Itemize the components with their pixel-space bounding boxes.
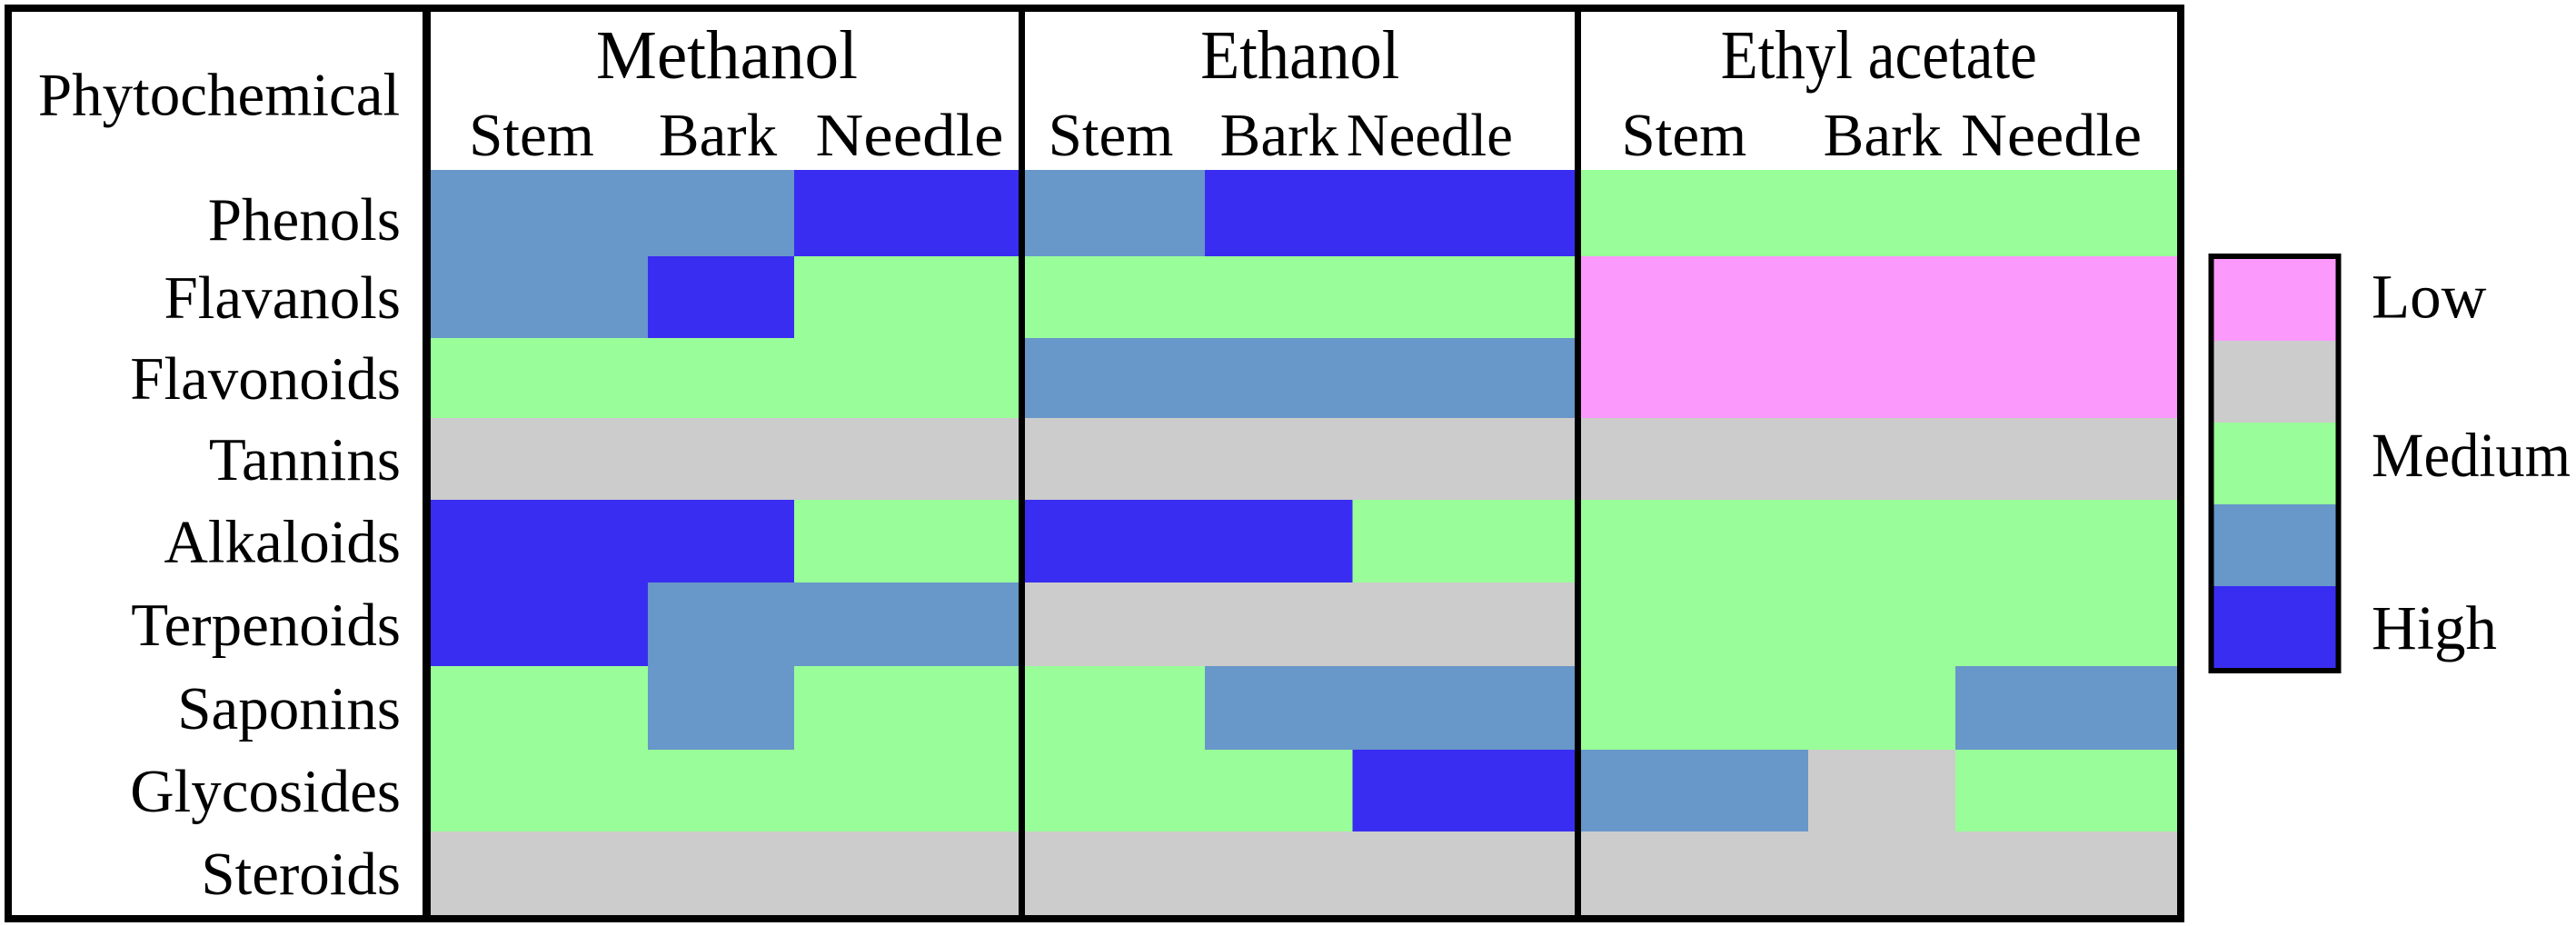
svg-text:Alkaloids: Alkaloids <box>164 509 401 576</box>
svg-text:Stem: Stem <box>1622 102 1747 169</box>
svg-text:Steroids: Steroids <box>201 841 401 908</box>
svg-text:Needle: Needle <box>1347 102 1513 169</box>
svg-text:Bark: Bark <box>659 102 778 169</box>
svg-text:Needle: Needle <box>1961 102 2142 169</box>
svg-text:Low: Low <box>2372 263 2487 332</box>
svg-text:Phytochemical: Phytochemical <box>38 62 400 129</box>
svg-text:Flavonoids: Flavonoids <box>130 345 401 413</box>
svg-text:Bark: Bark <box>1824 102 1943 169</box>
svg-text:Bark: Bark <box>1220 102 1339 169</box>
svg-text:Ethanol: Ethanol <box>1200 17 1399 94</box>
svg-text:Flavanols: Flavanols <box>164 264 401 332</box>
svg-text:Ethyl acetate: Ethyl acetate <box>1721 17 2037 94</box>
svg-text:High: High <box>2372 593 2497 662</box>
svg-text:Terpenoids: Terpenoids <box>131 592 401 659</box>
svg-text:Glycosides: Glycosides <box>130 758 401 825</box>
svg-text:Medium: Medium <box>2372 421 2571 490</box>
svg-text:Methanol: Methanol <box>596 17 858 94</box>
svg-text:Tannins: Tannins <box>209 426 401 493</box>
svg-text:Needle: Needle <box>816 102 1004 169</box>
svg-text:Stem: Stem <box>1049 102 1174 169</box>
svg-text:Saponins: Saponins <box>177 675 401 742</box>
svg-text:Stem: Stem <box>469 102 594 169</box>
svg-text:Phenols: Phenols <box>208 186 401 254</box>
